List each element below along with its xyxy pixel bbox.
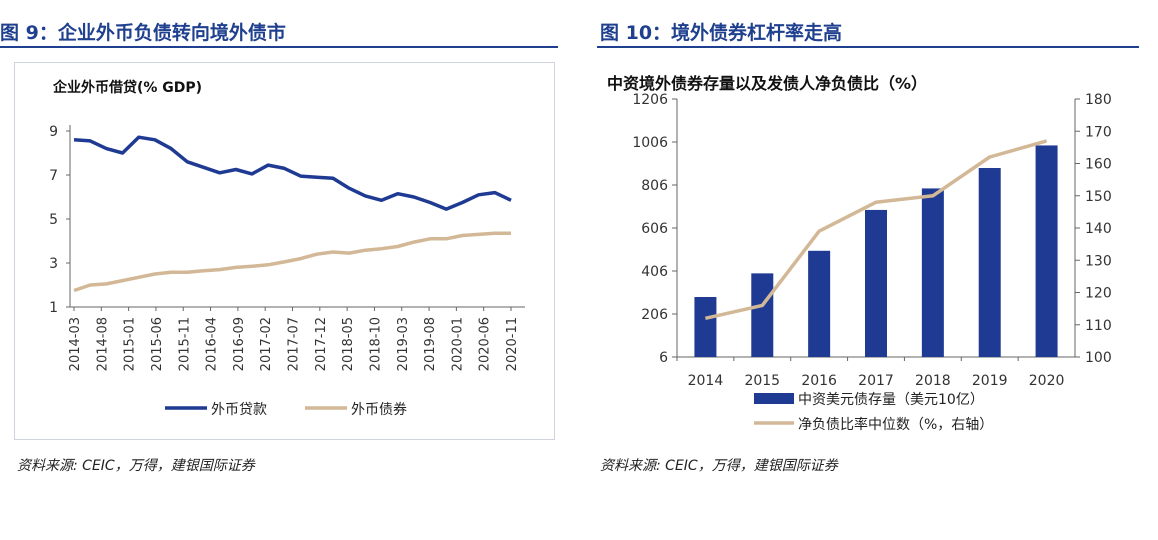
x-tick-label: 2016-09 [232,317,247,371]
left-y-tick-label: 806 [641,178,668,194]
left-y-tick-label: 6 [659,350,668,366]
right-y-tick-label: 130 [1085,253,1112,269]
right-y-tick-label: 170 [1085,124,1112,140]
left-chart: 1 3 5 7 9 2014-03 2014-08 2015-01 2015-06 2015-11… [49,124,525,418]
chart-frame: 企业外币借贷(% GDP) 1 3 5 7 9 2014-03 2014-08 2015-01… [14,62,555,440]
y-tick-label: 9 [49,124,58,140]
x-tick-label: 2017-02 [259,317,274,371]
bar [808,250,831,357]
x-tick-label: 2015-06 [150,317,165,371]
left-figure: 图 9：企业外币负债转向境外债市 企业外币借贷(% GDP) 1 3 5 7 9 2014… [0,0,560,480]
legend-label: 外币债券 [351,402,407,418]
x-tick-label: 2017-07 [287,317,302,371]
x-tick-label: 2017-12 [314,317,329,371]
left-y-tick-label: 606 [641,221,668,237]
x-tick-label: 2020-11 [505,317,520,371]
left-y-tick-label: 206 [641,307,668,323]
x-tick-label: 2014-08 [95,317,110,371]
right-chart: 6 206 406 606 806 1006 1206 100 110 120 130 140 150 1… [632,92,1112,433]
x-tick-label: 2018 [915,373,951,389]
source-note: 资料来源: CEIC，万得，建银国际证券 [600,458,838,474]
source-note: 资料来源: CEIC，万得，建银国际证券 [17,458,255,474]
fx-loan-line [73,135,512,211]
x-tick-label: 2014 [688,373,724,389]
left-y-tick-label: 406 [641,264,668,280]
bar [1035,145,1058,357]
title-divider [0,46,558,48]
x-tick-label: 2020 [1029,373,1065,389]
y-tick-label: 1 [49,300,58,316]
y-tick-label: 7 [49,168,58,184]
right-y-tick-label: 140 [1085,221,1112,237]
y-tick-label: 3 [49,256,58,272]
figure-title: 图 9：企业外币负债转向境外债市 [0,22,286,44]
right-y-tick-label: 110 [1085,318,1112,334]
x-tick-label: 2017 [858,373,894,389]
x-tick-label: 2018-10 [368,317,383,371]
x-tick-label: 2015 [744,373,780,389]
net-debt-ratio-line [705,139,1048,321]
figure-title: 图 10：境外债券杠杆率走高 [600,22,843,44]
bar [865,209,887,357]
x-tick-label: 2018-05 [341,317,356,371]
x-tick-label: 2014-03 [68,317,83,371]
fx-bond-line [73,231,511,293]
x-tick-label: 2019 [972,373,1008,389]
left-y-tick-label: 1006 [632,135,668,151]
y-tick-label: 5 [49,212,58,228]
legend-label: 净负债比率中位数（%，右轴） [798,416,993,433]
title-divider [597,46,1139,48]
right-y-tick-label: 160 [1085,157,1112,173]
legend-label: 中资美元债存量（美元10亿） [798,392,984,408]
x-tick-label: 2020-06 [478,317,493,371]
chart-title: 中资境外债券存量以及发债人净负债比（%） [607,74,928,93]
bar [921,188,944,357]
legend-label: 外币贷款 [211,402,267,418]
x-tick-label: 2015-11 [177,317,192,371]
right-y-tick-label: 100 [1085,350,1112,366]
x-tick-label: 2020-01 [450,317,465,371]
x-tick-label: 2015-01 [123,317,138,371]
bar [694,297,717,357]
chart-title: 企业外币借贷(% GDP) [53,80,203,96]
left-y-tick-label: 1206 [632,92,668,108]
right-figure: 图 10：境外债券杠杆率走高 中资境外债券存量以及发债人净负债比（%） 6 206… [597,0,1142,480]
right-y-tick-label: 120 [1085,286,1112,302]
bar [978,168,1001,357]
x-tick-label: 2016 [801,373,837,389]
x-tick-label: 2016-04 [205,317,220,371]
right-y-tick-label: 180 [1085,92,1112,108]
bar [751,273,774,357]
right-y-tick-label: 150 [1085,189,1112,205]
legend-swatch [754,393,794,404]
x-tick-label: 2019-03 [396,317,411,371]
x-tick-label: 2019-08 [423,317,438,371]
